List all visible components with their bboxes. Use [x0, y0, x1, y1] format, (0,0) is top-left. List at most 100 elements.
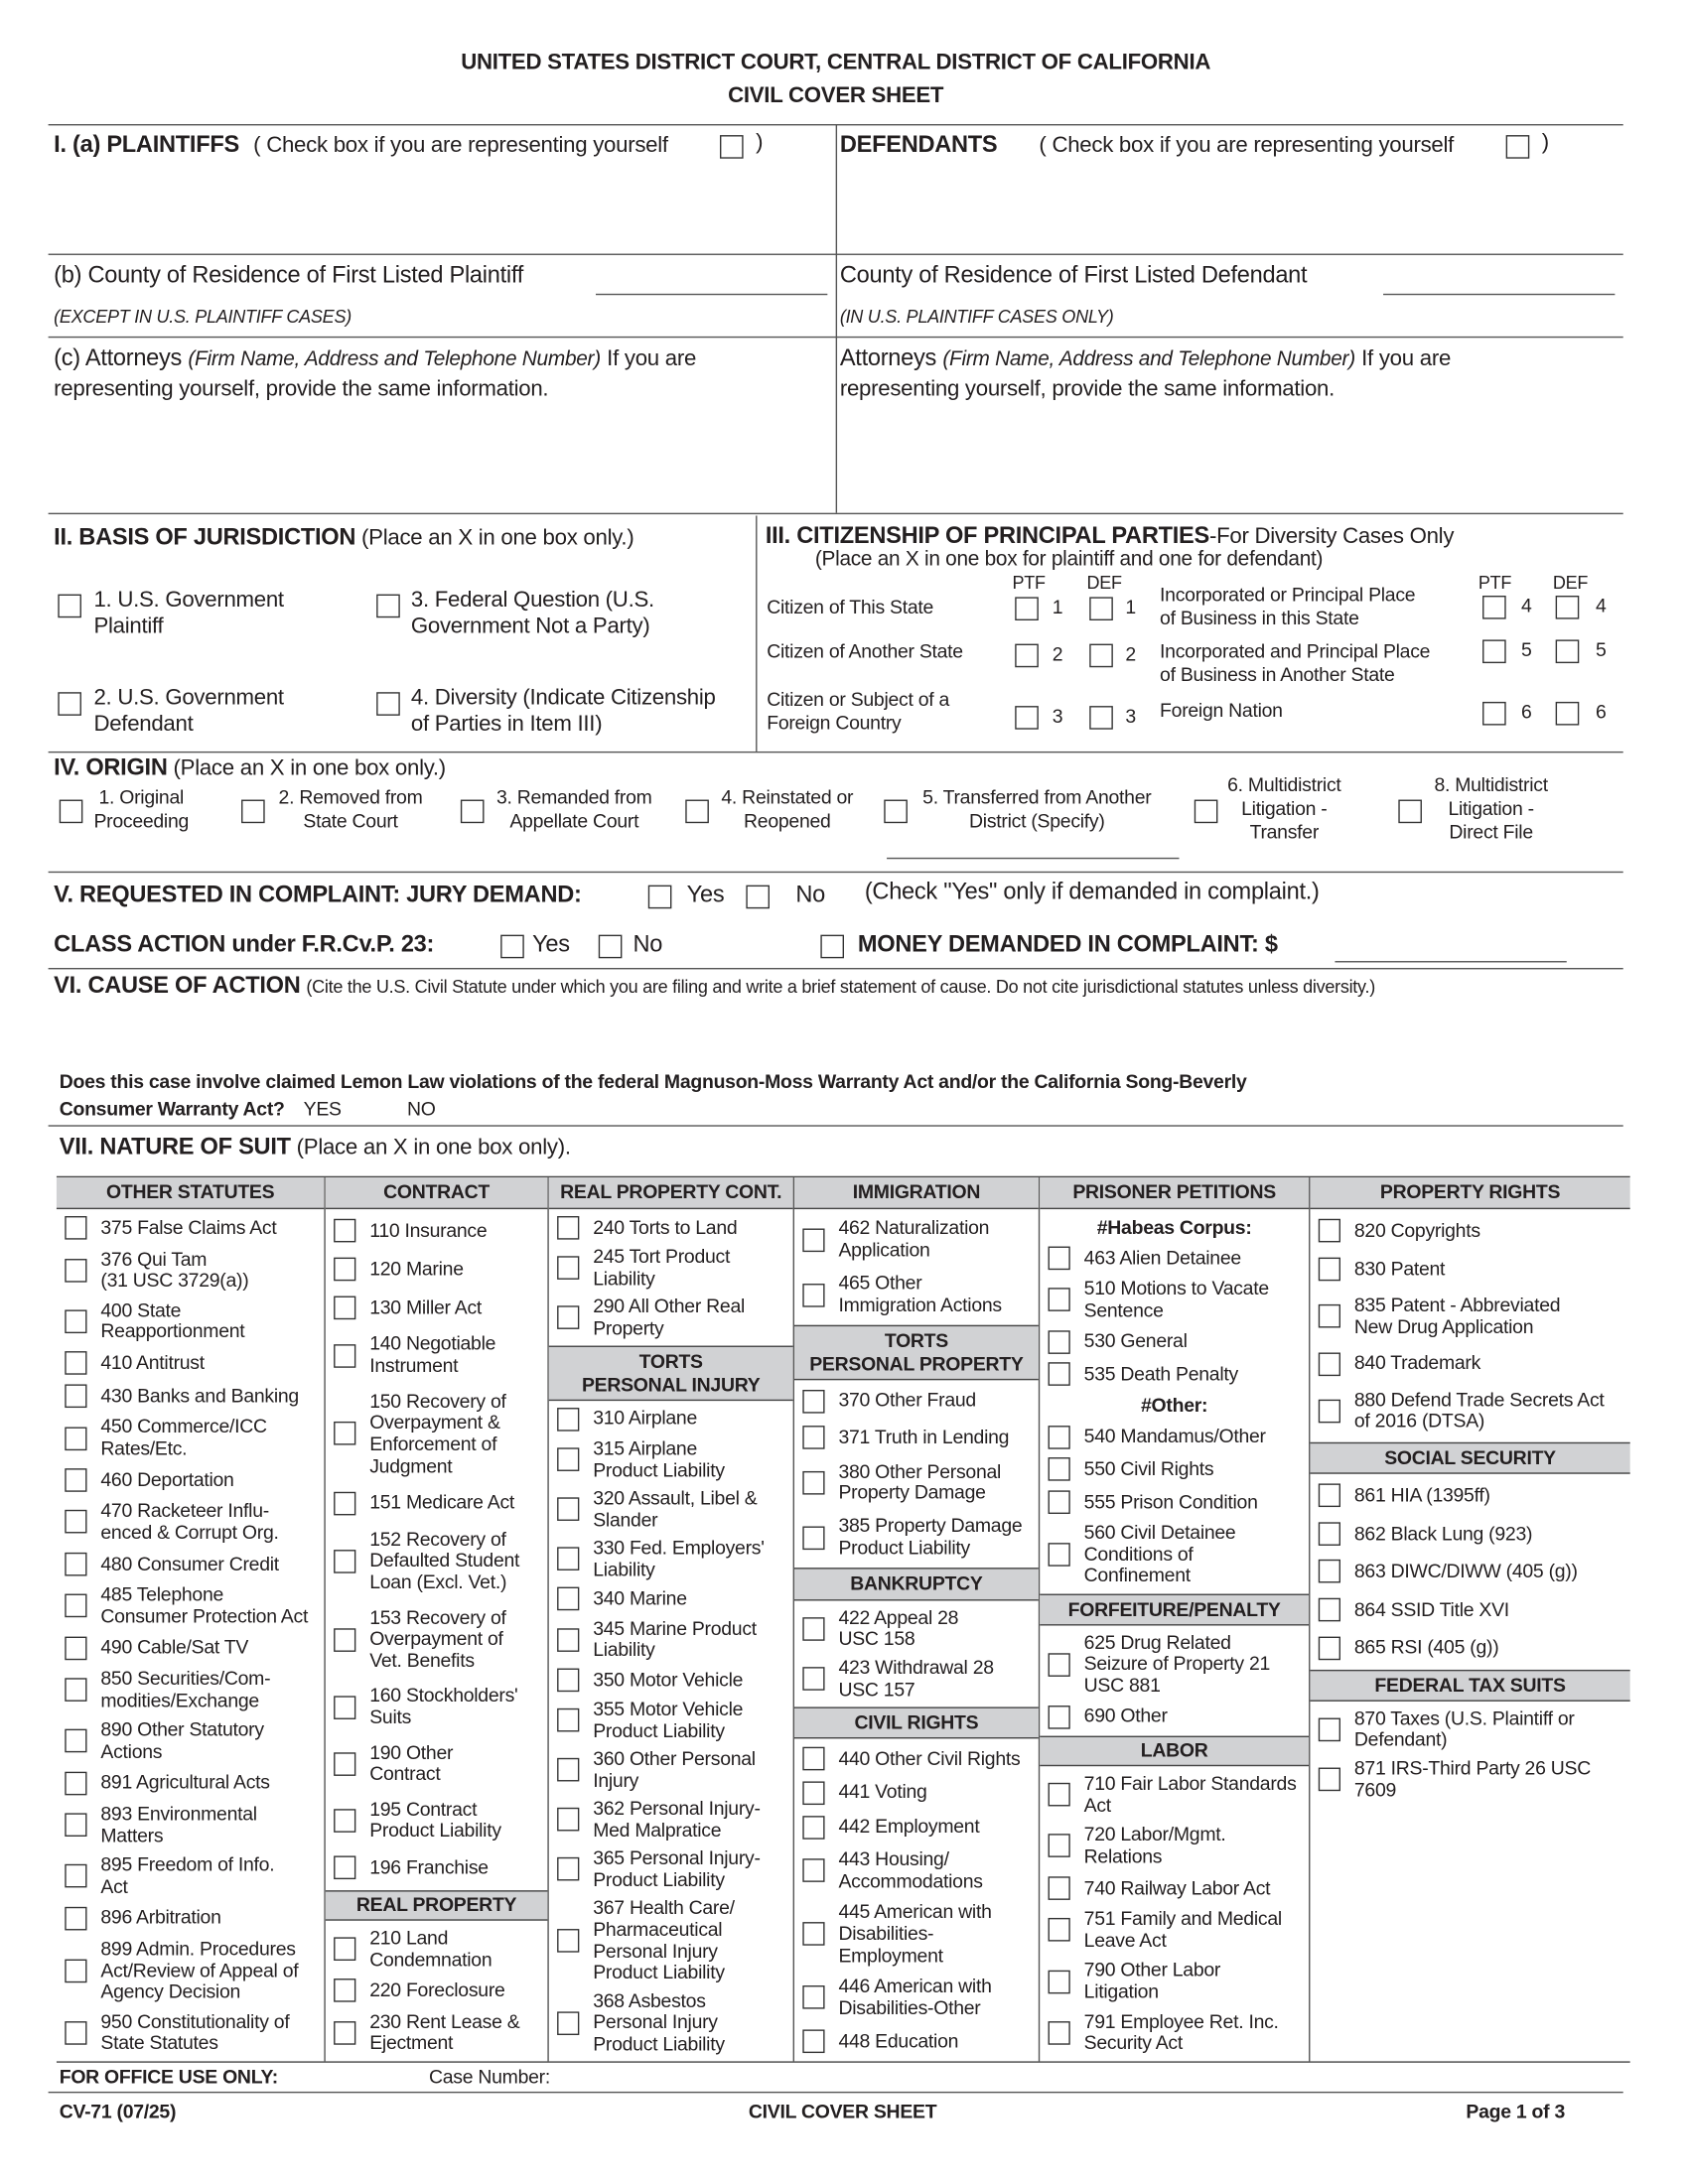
nos-item[interactable]: 625 Drug Related Seizure of Property 21 … — [1040, 1631, 1309, 1697]
nos-checkbox[interactable] — [802, 1283, 825, 1306]
nos-item[interactable]: 230 Rent Lease & Ejectment — [326, 2010, 548, 2055]
nos-item[interactable]: 445 American with Disabilities- Employme… — [794, 1901, 1039, 1967]
nos-checkbox[interactable] — [1318, 1717, 1341, 1741]
nos-checkbox[interactable] — [802, 1526, 825, 1550]
origin-3-checkbox[interactable] — [460, 799, 485, 824]
nos-item[interactable]: 290 All Other Real Property — [549, 1296, 793, 1340]
nos-checkbox[interactable] — [334, 1627, 356, 1652]
nos-item[interactable]: 535 Death Penalty — [1040, 1362, 1309, 1387]
nos-checkbox[interactable] — [65, 1813, 87, 1838]
nos-item[interactable]: 555 Prison Condition — [1040, 1490, 1309, 1515]
nos-checkbox[interactable] — [557, 1929, 580, 1953]
nos-checkbox[interactable] — [65, 2021, 87, 2045]
nos-checkbox[interactable] — [802, 1858, 825, 1883]
nos-item[interactable]: 345 Marine Product Liability — [549, 1617, 793, 1662]
nos-item[interactable]: 863 DIWC/DIWW (405 (g)) — [1310, 1560, 1629, 1584]
nos-item[interactable]: 152 Recovery of Defaulted Student Loan (… — [326, 1528, 548, 1593]
nos-checkbox[interactable] — [65, 1771, 87, 1795]
nos-item[interactable]: 470 Racketeer Influ- enced & Corrupt Org… — [57, 1499, 324, 1544]
nos-checkbox[interactable] — [1048, 1970, 1070, 1993]
nos-checkbox[interactable] — [65, 1636, 87, 1660]
nos-checkbox[interactable] — [1048, 1246, 1070, 1271]
nos-item[interactable]: 190 Other Contract — [326, 1741, 548, 1786]
nos-checkbox[interactable] — [334, 1979, 356, 2003]
nos-checkbox[interactable] — [1318, 1560, 1341, 1584]
ptf-checkbox-2[interactable] — [1015, 643, 1039, 668]
nos-item[interactable]: 350 Motor Vehicle — [549, 1668, 793, 1693]
nos-item[interactable]: 376 Qui Tam (31 USC 3729(a)) — [57, 1248, 324, 1293]
nos-checkbox[interactable] — [1048, 1288, 1070, 1312]
nos-checkbox[interactable] — [557, 1547, 580, 1571]
nos-item[interactable]: 460 Deportation — [57, 1467, 324, 1492]
nos-item[interactable]: 360 Other Personal Injury — [549, 1747, 793, 1793]
nos-item[interactable]: 240 Torts to Land — [549, 1215, 793, 1240]
plaintiffs-self-checkbox[interactable] — [720, 135, 744, 159]
jury-yes-checkbox[interactable] — [647, 885, 672, 909]
origin-2-checkbox[interactable] — [241, 799, 265, 824]
nos-item[interactable]: 371 Truth in Lending — [794, 1425, 1039, 1449]
money-demanded-field[interactable] — [1335, 961, 1567, 963]
nos-item[interactable]: 820 Copyrights — [1310, 1219, 1629, 1244]
nos-checkbox[interactable] — [1318, 1522, 1341, 1546]
nos-checkbox[interactable] — [65, 1351, 87, 1376]
nos-item[interactable]: 153 Recovery of Overpayment of Vet. Bene… — [326, 1606, 548, 1672]
nos-item[interactable]: 380 Other Personal Property Damage — [794, 1460, 1039, 1505]
nos-checkbox[interactable] — [557, 1497, 580, 1522]
jurisdiction-3-checkbox[interactable] — [376, 594, 400, 618]
def-checkbox-5[interactable] — [1555, 639, 1580, 664]
nos-item[interactable]: 891 Agricultural Acts — [57, 1771, 324, 1796]
nos-item[interactable]: 442 Employment — [794, 1815, 1039, 1840]
nos-item[interactable]: 340 Marine — [549, 1587, 793, 1612]
nos-item[interactable]: 510 Motions to Vacate Sentence — [1040, 1277, 1309, 1322]
nos-checkbox[interactable] — [1048, 1652, 1070, 1677]
nos-checkbox[interactable] — [557, 1668, 580, 1693]
nos-checkbox[interactable] — [802, 1815, 825, 1840]
nos-checkbox[interactable] — [65, 1593, 87, 1618]
nos-item[interactable]: 480 Consumer Credit — [57, 1552, 324, 1576]
nos-checkbox[interactable] — [557, 1256, 580, 1281]
nos-checkbox[interactable] — [557, 1628, 580, 1652]
nos-item[interactable]: 355 Motor Vehicle Product Liability — [549, 1698, 793, 1743]
nos-item[interactable]: 150 Recovery of Overpayment & Enforcemen… — [326, 1390, 548, 1477]
class-action-yes-checkbox[interactable] — [500, 934, 524, 959]
nos-item[interactable]: 791 Employee Ret. Inc. Security Act — [1040, 2010, 1309, 2055]
nos-checkbox[interactable] — [334, 1695, 356, 1719]
nos-checkbox[interactable] — [802, 1781, 825, 1805]
nos-checkbox[interactable] — [65, 1309, 87, 1333]
nos-checkbox[interactable] — [334, 1809, 356, 1833]
nos-checkbox[interactable] — [802, 1470, 825, 1495]
nos-item[interactable]: 110 Insurance — [326, 1219, 548, 1244]
nos-checkbox[interactable] — [557, 1215, 580, 1240]
county-plaintiff-field[interactable] — [596, 293, 828, 296]
nos-checkbox[interactable] — [334, 2021, 356, 2045]
nos-item[interactable]: 850 Securities/Com- modities/Exchange — [57, 1667, 324, 1712]
jurisdiction-4-checkbox[interactable] — [376, 692, 400, 716]
nos-checkbox[interactable] — [334, 1491, 356, 1515]
nos-checkbox[interactable] — [557, 2010, 580, 2035]
nos-checkbox[interactable] — [65, 1216, 87, 1241]
nos-item[interactable]: 367 Health Care/ Pharmaceutical Personal… — [549, 1896, 793, 1984]
nos-item[interactable]: 710 Fair Labor Standards Act — [1040, 1772, 1309, 1817]
nos-item[interactable]: 890 Other Statutory Actions — [57, 1718, 324, 1763]
money-demanded-checkbox[interactable] — [820, 934, 845, 959]
nos-item[interactable]: 370 Other Fraud — [794, 1389, 1039, 1414]
nos-checkbox[interactable] — [802, 1922, 825, 1947]
nos-item[interactable]: 740 Railway Labor Act — [1040, 1875, 1309, 1900]
nos-checkbox[interactable] — [65, 1864, 87, 1888]
nos-item[interactable]: 690 Other — [1040, 1705, 1309, 1729]
nos-checkbox[interactable] — [557, 1708, 580, 1733]
nos-checkbox[interactable] — [802, 1985, 825, 2010]
nos-item[interactable]: 195 Contract Product Liability — [326, 1798, 548, 1843]
nos-item[interactable]: 362 Personal Injury- Med Malpratice — [549, 1797, 793, 1843]
nos-item[interactable]: 368 Asbestos Personal Injury Product Lia… — [549, 1989, 793, 2055]
nos-checkbox[interactable] — [334, 1296, 356, 1320]
nos-checkbox[interactable] — [65, 1258, 87, 1283]
nos-item[interactable]: 220 Foreclosure — [326, 1979, 548, 2003]
nos-item[interactable]: 245 Tort Product Liability — [549, 1245, 793, 1291]
nos-checkbox[interactable] — [1318, 1636, 1341, 1660]
nos-item[interactable]: 210 Land Condemnation — [326, 1926, 548, 1971]
nos-item[interactable]: 160 Stockholders' Suits — [326, 1685, 548, 1729]
origin-4-checkbox[interactable] — [685, 799, 709, 824]
nos-checkbox[interactable] — [334, 1937, 356, 1962]
nos-checkbox[interactable] — [65, 1468, 87, 1492]
